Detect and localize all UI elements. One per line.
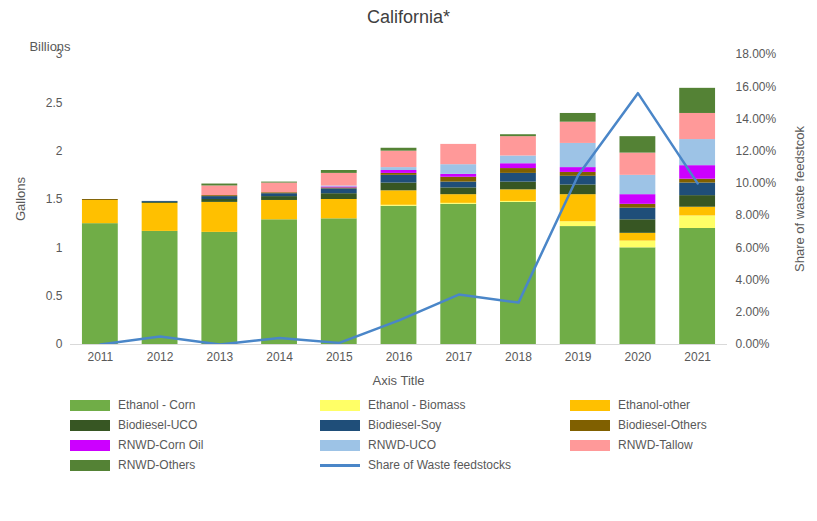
svg-text:2020: 2020	[625, 350, 652, 364]
svg-text:2018: 2018	[505, 350, 532, 364]
svg-text:4.00%: 4.00%	[736, 273, 770, 287]
svg-text:1: 1	[56, 241, 63, 255]
svg-text:2016: 2016	[386, 350, 413, 364]
svg-text:8.00%: 8.00%	[736, 208, 770, 222]
svg-text:18.00%: 18.00%	[736, 47, 777, 61]
svg-text:2021: 2021	[684, 350, 711, 364]
svg-text:0: 0	[56, 337, 63, 351]
svg-text:1.5: 1.5	[46, 192, 63, 206]
svg-text:0.00%: 0.00%	[736, 337, 770, 351]
svg-text:6.00%: 6.00%	[736, 241, 770, 255]
svg-text:2015: 2015	[326, 350, 353, 364]
svg-text:2: 2	[56, 144, 63, 158]
svg-text:2.5: 2.5	[46, 96, 63, 110]
svg-text:12.00%: 12.00%	[736, 144, 777, 158]
svg-text:2013: 2013	[206, 350, 233, 364]
svg-text:2019: 2019	[565, 350, 592, 364]
svg-text:10.00%: 10.00%	[736, 176, 777, 190]
svg-text:0.5: 0.5	[46, 289, 63, 303]
svg-text:16.00%: 16.00%	[736, 80, 777, 94]
svg-text:2014: 2014	[266, 350, 293, 364]
svg-text:14.00%: 14.00%	[736, 112, 777, 126]
svg-text:2.00%: 2.00%	[736, 305, 770, 319]
svg-text:2017: 2017	[445, 350, 472, 364]
svg-text:2011: 2011	[87, 350, 113, 364]
svg-text:2012: 2012	[147, 350, 174, 364]
